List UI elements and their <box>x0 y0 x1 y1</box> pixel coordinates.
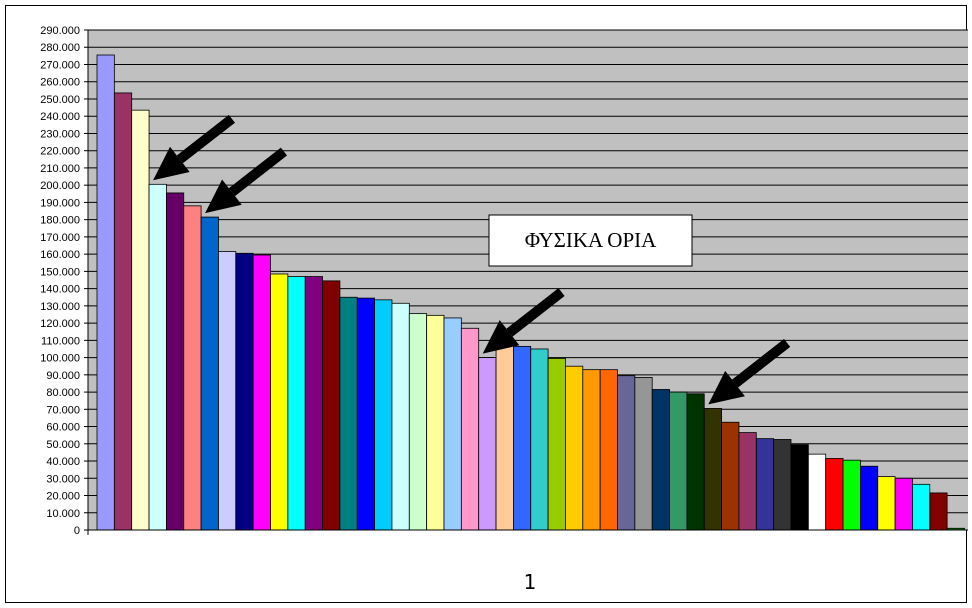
y-tick-label: 250.000 <box>40 94 80 106</box>
bar <box>755 438 775 531</box>
annotation-text: ΦΥΣΙΚΑ ΟΡΙΑ <box>525 228 657 252</box>
bar <box>807 453 827 531</box>
bar <box>565 365 584 531</box>
arrow <box>205 147 287 214</box>
y-tick-label: 140.000 <box>40 284 80 296</box>
annotation-callout: ΦΥΣΙΚΑ ΟΡΙΑ <box>488 214 693 267</box>
y-tick-label: 80.000 <box>46 387 80 399</box>
y-tick-label: 100.000 <box>40 353 80 365</box>
bar <box>860 465 879 531</box>
bar <box>773 439 792 531</box>
annotation-box <box>488 214 693 267</box>
bar <box>651 389 670 531</box>
y-tick-label: 270.000 <box>40 59 80 71</box>
bar <box>374 299 393 531</box>
bar <box>825 458 844 531</box>
bar <box>131 109 150 531</box>
bar <box>165 192 185 531</box>
chart-frame: 0 10.000 20.000 30.000 40.000 50.000 60.000 70.… <box>5 5 968 603</box>
y-tick-label: 120.000 <box>40 318 80 330</box>
bar <box>391 302 410 531</box>
bar <box>113 92 133 531</box>
bar <box>721 421 740 531</box>
bar <box>252 254 271 531</box>
axes <box>87 30 968 535</box>
y-tick-label: 190.000 <box>40 197 80 209</box>
y-tick-label: 10.000 <box>46 508 80 520</box>
bar <box>408 313 428 531</box>
bar <box>634 377 653 531</box>
bar <box>703 408 723 531</box>
bar <box>218 251 237 531</box>
bar <box>339 296 358 531</box>
y-tick-label: 200.000 <box>40 180 80 192</box>
bar <box>512 345 532 531</box>
bar <box>547 358 566 531</box>
y-tick-label: 0 <box>74 525 80 537</box>
y-tick-label: 170.000 <box>40 232 80 244</box>
y-tick-label: 180.000 <box>40 215 80 227</box>
y-tick-label: 220.000 <box>40 146 80 158</box>
arrow <box>153 114 235 181</box>
bar <box>460 327 480 531</box>
y-tick-label: 70.000 <box>46 404 80 416</box>
y-tick-label: 130.000 <box>40 301 80 313</box>
bar <box>582 369 601 531</box>
y-tick-label: 50.000 <box>46 439 80 451</box>
bar <box>270 273 289 531</box>
y-tick-label: 240.000 <box>40 111 80 123</box>
bar <box>929 492 948 531</box>
bar <box>669 391 688 531</box>
x-category-label: 1 <box>524 570 537 594</box>
bar <box>599 369 618 531</box>
arrows <box>153 114 791 405</box>
bar <box>790 444 809 531</box>
bar <box>877 476 896 531</box>
y-tick-label: 20.000 <box>46 491 80 503</box>
bar <box>304 276 323 531</box>
bar <box>183 205 202 531</box>
bars <box>96 54 965 531</box>
y-tick-label: 210.000 <box>40 163 80 175</box>
bar <box>894 477 913 531</box>
bar <box>495 343 514 531</box>
bar <box>617 375 636 531</box>
bar <box>530 348 549 531</box>
bar <box>426 314 445 531</box>
y-tick-label: 160.000 <box>40 249 80 261</box>
bar <box>478 357 497 531</box>
y-tick-label: 40.000 <box>46 456 80 468</box>
bar <box>738 432 757 531</box>
y-tick-label: 30.000 <box>46 473 80 485</box>
y-tick-label: 90.000 <box>46 370 80 382</box>
bar <box>356 297 376 531</box>
bar <box>235 252 254 531</box>
y-axis-ticks: 0 10.000 20.000 30.000 40.000 50.000 60.000 70.… <box>40 25 88 537</box>
y-tick-label: 60.000 <box>46 422 80 434</box>
bar <box>287 276 306 531</box>
bar <box>322 280 341 531</box>
bar <box>200 216 219 531</box>
y-tick-label: 150.000 <box>40 266 80 278</box>
y-tick-label: 290.000 <box>40 25 80 37</box>
bar <box>96 54 115 531</box>
bar <box>842 459 861 531</box>
bar <box>686 393 705 531</box>
arrow <box>708 339 791 405</box>
bar <box>912 483 931 531</box>
y-tick-label: 260.000 <box>40 77 80 89</box>
arrow <box>482 288 565 354</box>
bar <box>148 183 167 531</box>
y-tick-label: 110.000 <box>41 335 80 347</box>
y-tick-label: 280.000 <box>40 42 80 54</box>
bar-chart: 0 10.000 20.000 30.000 40.000 50.000 60.000 70.… <box>40 25 968 594</box>
y-tick-label: 230.000 <box>40 128 80 140</box>
bar <box>443 317 462 531</box>
